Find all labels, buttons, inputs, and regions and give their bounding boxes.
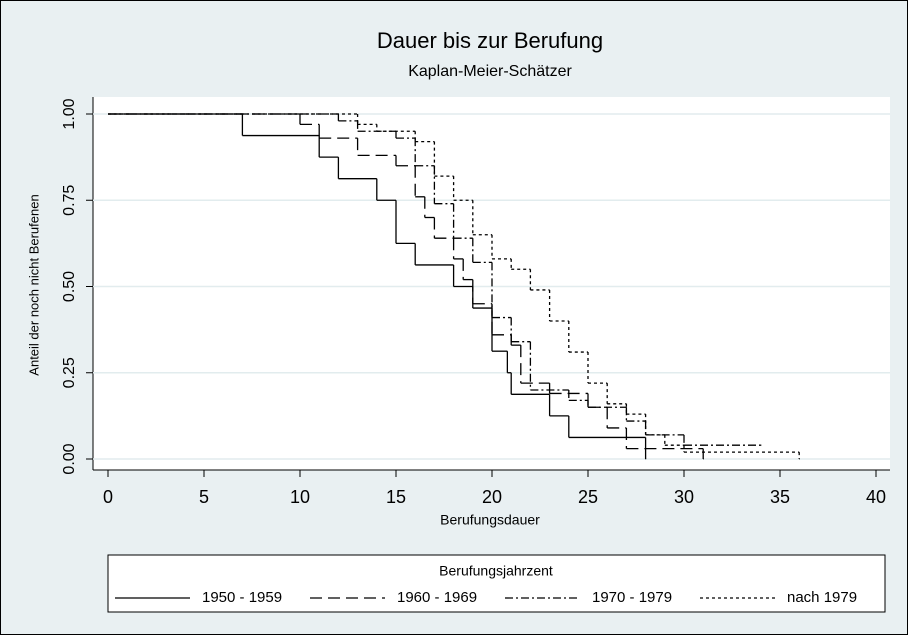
- x-tick-label: 20: [482, 487, 502, 507]
- y-tick-label: 1.00: [61, 98, 78, 129]
- x-tick-label: 10: [290, 487, 310, 507]
- legend-box: [107, 554, 886, 613]
- y-axis-label: Anteil der noch nicht Berufenen: [26, 194, 41, 375]
- x-tick-label: 15: [386, 487, 406, 507]
- legend-label: 1970 - 1979: [592, 589, 672, 606]
- y-tick-label: 0.25: [61, 357, 78, 388]
- y-tick-label: 0.75: [61, 185, 78, 216]
- x-tick-label: 25: [578, 487, 598, 507]
- x-tick-label: 40: [866, 487, 886, 507]
- legend-label: 1950 - 1959: [202, 589, 282, 606]
- x-tick-label: 0: [103, 487, 113, 507]
- x-tick-label: 30: [674, 487, 694, 507]
- y-tick-label: 0.00: [61, 443, 78, 474]
- x-tick-label: 5: [199, 487, 209, 507]
- chart-title: Dauer bis zur Berufung: [377, 28, 603, 53]
- y-tick-label: 0.50: [61, 271, 78, 302]
- x-tick-label: 35: [770, 487, 790, 507]
- legend-label: 1960 - 1969: [397, 589, 477, 606]
- legend-label: nach 1979: [787, 589, 857, 606]
- chart-subtitle: Kaplan-Meier-Schätzer: [408, 63, 572, 80]
- x-axis-label: Berufungsdauer: [440, 512, 540, 528]
- legend-title: Berufungsjahrzent: [439, 563, 553, 579]
